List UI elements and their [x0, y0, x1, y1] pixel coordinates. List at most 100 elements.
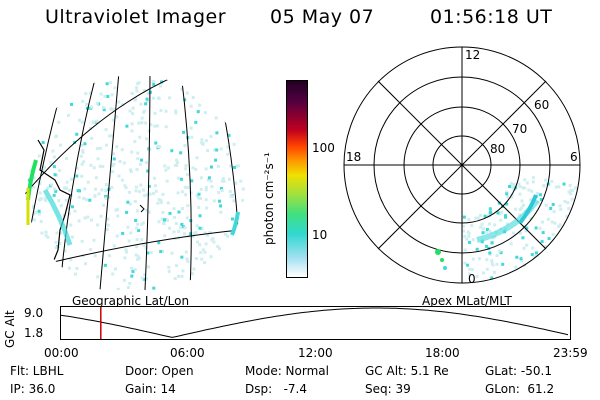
speckle-pixel	[105, 82, 109, 86]
speckle-pixel	[80, 162, 84, 166]
polar-speckle-pixel	[539, 197, 543, 201]
speckle-pixel	[102, 108, 106, 112]
polar-speckle-pixel	[475, 247, 479, 251]
timeline-xtick-1200: 12:00	[298, 346, 333, 360]
speckle-pixel	[196, 110, 200, 114]
polar-speckle-pixel	[481, 231, 485, 235]
speckle-pixel	[93, 254, 97, 258]
speckle-pixel	[145, 137, 149, 141]
speckle-pixel	[135, 226, 139, 230]
speckle-pixel	[67, 212, 71, 216]
polar-speckle-pixel	[531, 180, 535, 184]
speckle-pixel	[152, 82, 156, 86]
speckle-pixel	[34, 211, 38, 215]
polar-speckle-pixel	[543, 245, 547, 249]
speckle-pixel	[106, 217, 110, 221]
speckle-pixel	[180, 190, 184, 194]
speckle-pixel	[200, 226, 204, 230]
speckle-pixel	[234, 181, 238, 185]
polar-speckle-pixel	[536, 192, 540, 196]
speckle-pixel	[145, 97, 149, 101]
polar-speckle-pixel	[480, 240, 484, 244]
speckle-pixel	[130, 150, 134, 154]
speckle-pixel	[89, 163, 93, 167]
speckle-pixel	[195, 194, 199, 198]
polar-speckle-pixel	[487, 222, 491, 226]
aurora-speckle	[27, 79, 245, 290]
speckle-pixel	[192, 267, 196, 271]
speckle-pixel	[135, 86, 139, 90]
speckle-pixel	[129, 231, 133, 235]
speckle-pixel	[232, 142, 236, 146]
speckle-pixel	[69, 258, 73, 262]
speckle-pixel	[73, 272, 77, 276]
speckle-pixel	[128, 109, 132, 113]
speckle-pixel	[191, 96, 195, 100]
polar-speckle-pixel	[497, 201, 501, 205]
speckle-pixel	[189, 104, 193, 108]
speckle-pixel	[153, 184, 157, 188]
speckle-pixel	[164, 109, 168, 113]
speckle-pixel	[172, 230, 176, 234]
speckle-pixel	[37, 212, 41, 216]
polar-speckle-pixel	[512, 231, 516, 235]
polar-speckle-pixel	[540, 240, 544, 244]
speckle-pixel	[120, 148, 124, 152]
speckle-pixel	[228, 189, 232, 193]
speckle-pixel	[156, 96, 160, 100]
speckle-pixel	[80, 174, 84, 178]
speckle-pixel	[158, 84, 162, 88]
polar-speckle-pixel	[497, 249, 501, 253]
speckle-pixel	[140, 121, 144, 125]
mlat-70: 70	[512, 122, 527, 136]
speckle-pixel	[144, 246, 148, 250]
speckle-pixel	[44, 196, 48, 200]
speckle-pixel	[111, 164, 115, 168]
polar-speckle-pixel	[467, 234, 471, 238]
timeline-xtick-2359: 23:59	[553, 346, 588, 360]
speckle-pixel	[136, 151, 140, 155]
speckle-pixel	[67, 188, 71, 192]
speckle-pixel	[216, 164, 220, 168]
speckle-pixel	[159, 250, 163, 254]
polar-speckle-pixel	[512, 182, 516, 186]
speckle-pixel	[146, 265, 150, 269]
speckle-pixel	[64, 157, 68, 161]
polar-speckle-pixel	[527, 188, 531, 192]
speckle-pixel	[52, 187, 56, 191]
speckle-pixel	[84, 102, 88, 106]
speckle-pixel	[117, 174, 121, 178]
polar-speckle-pixel	[496, 211, 500, 215]
speckle-pixel	[54, 246, 58, 250]
speckle-pixel	[210, 185, 214, 189]
speckle-pixel	[162, 222, 166, 226]
speckle-pixel	[104, 143, 108, 147]
speckle-pixel	[194, 231, 198, 235]
speckle-pixel	[161, 249, 165, 253]
speckle-pixel	[215, 148, 219, 152]
status-flt: Flt: LBHL	[10, 364, 64, 378]
speckle-pixel	[199, 187, 203, 191]
speckle-pixel	[96, 157, 100, 161]
speckle-pixel	[214, 158, 218, 162]
speckle-pixel	[236, 164, 240, 168]
speckle-pixel	[103, 263, 107, 267]
speckle-pixel	[134, 218, 138, 222]
polar-speckle-pixel	[470, 224, 474, 228]
polar-speckle-pixel	[509, 181, 513, 185]
speckle-pixel	[235, 164, 239, 168]
polar-speckle-pixel	[541, 231, 545, 235]
polar-speckle-pixel	[466, 263, 470, 267]
speckle-pixel	[131, 106, 135, 110]
speckle-pixel	[144, 121, 148, 125]
speckle-pixel	[203, 261, 207, 265]
speckle-pixel	[189, 126, 193, 130]
speckle-pixel	[126, 200, 130, 204]
polar-speckle-pixel	[557, 185, 561, 189]
speckle-pixel	[203, 250, 207, 254]
speckle-pixel	[40, 231, 44, 235]
speckle-pixel	[180, 274, 184, 278]
speckle-pixel	[153, 176, 157, 180]
speckle-pixel	[190, 179, 194, 183]
polar-speckle-pixel	[505, 192, 509, 196]
